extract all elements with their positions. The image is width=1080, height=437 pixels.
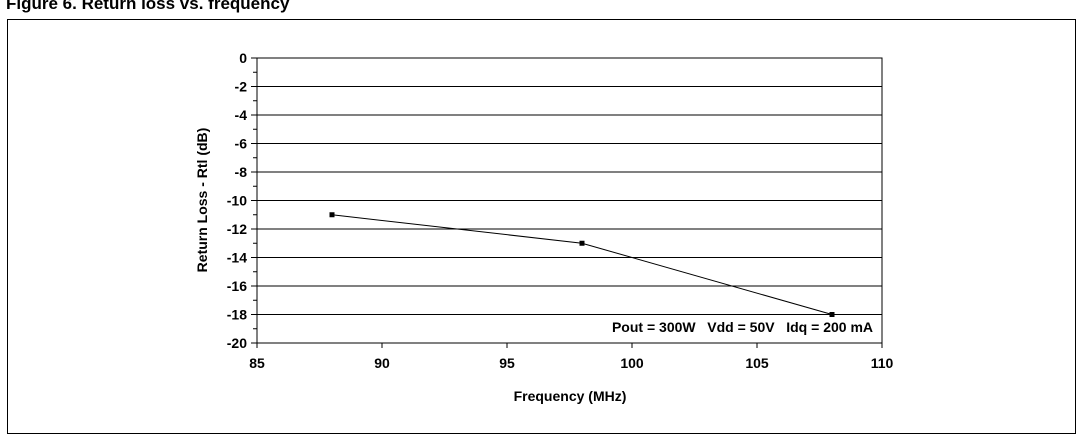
y-tick-label: -18 [227,307,247,323]
y-tick-label: -8 [235,164,248,180]
x-tick-label: 100 [620,355,644,371]
data-point [829,312,835,317]
conditions-annotation: Pout = 300W Vdd = 50V Idq = 200 mA [612,319,873,335]
y-tick-label: -2 [235,79,248,95]
y-tick-label: -4 [235,107,248,123]
series-layer [329,212,835,317]
gridlines [257,86,882,315]
x-tick-label: 90 [374,355,390,371]
y-tick-label: -20 [227,335,247,351]
x-tick-label: 85 [249,355,265,371]
x-tick-label: 105 [745,355,769,371]
data-point [579,240,585,246]
y-axis-ticks: 0 -2 -4 -6 -8 -10 -12 -14 -16 -18 -20 [227,50,257,351]
x-axis-ticks: 85 90 95 100 105 110 [249,343,894,371]
y-axis-label: Return Loss - Rtl (dB) [194,128,210,273]
y-tick-label: 0 [239,50,247,66]
x-axis-label: Frequency (MHz) [514,388,627,404]
figure-frame [7,19,1076,434]
y-tick-label: -6 [235,136,248,152]
y-tick-label: -14 [227,250,247,266]
figure-caption: Figure 6. Return loss vs. frequency [6,0,290,13]
x-tick-label: 95 [499,355,515,371]
y-tick-label: -10 [227,193,247,209]
data-point [329,212,335,218]
x-tick-label: 110 [871,355,894,371]
y-tick-label: -12 [227,221,247,237]
y-tick-label: -16 [227,278,247,294]
